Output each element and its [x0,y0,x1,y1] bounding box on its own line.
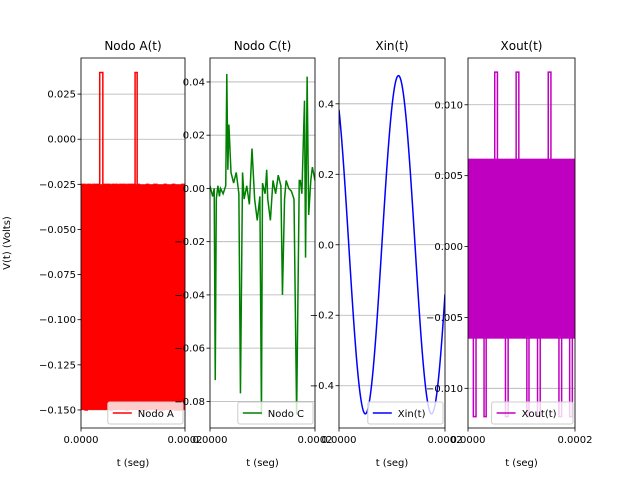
y-tick-label: −0.150 [39,405,76,416]
y-tick-label: −0.125 [39,360,76,371]
x-tick-label: 0.0000 [322,435,357,446]
y-tick-label: 0.04 [183,77,205,88]
series-band [81,184,185,410]
series-line [81,71,185,411]
y-tick-label: −0.06 [174,344,205,355]
y-tick-label: −0.010 [426,384,463,395]
y-tick-label: 0.010 [434,100,463,111]
x-tick-label: 0.0000 [64,435,99,446]
subplot-title: Xin(t) [375,39,408,53]
x-tick-label: 0.0002 [298,435,333,446]
series-line [210,73,315,415]
y-tick-label: −0.02 [174,237,205,248]
y-tick-label: −0.04 [174,290,205,301]
legend: Xout(t) [491,401,574,425]
y-tick-label: 0.000 [434,242,463,253]
x-tick-label: 0.0002 [558,435,593,446]
subplot-2: 0.04 0.02 0.00 −0.02 −0.04 −0.06 −0.08 0.0000 0.… [174,39,332,469]
legend-box [107,401,184,425]
x-axis-label: t (seg) [505,458,538,469]
y-tick-label: 0.02 [183,131,205,142]
axes-frame [80,57,186,429]
legend-box [367,401,444,425]
y-tick-label: 0.4 [318,99,334,110]
x-tick-label: 0.0000 [193,435,228,446]
legend-box [237,401,314,425]
x-axis-label: t (seg) [376,458,409,469]
subplot-1: 0.025 0.000 −0.025 −0.050 −0.075 −0.100 −0.125… [2,39,203,469]
x-tick-label: 0.0002 [168,435,203,446]
series-line [339,74,445,415]
y-tick-label: 0.0 [318,240,334,251]
y-tick-label: −0.4 [310,381,334,392]
x-tick-label: 0.0000 [451,435,486,446]
y-tick-label: −0.005 [426,313,463,324]
y-tick-label: 0.2 [318,170,334,181]
y-tick-label: −0.025 [39,180,76,191]
legend-box [491,401,574,425]
x-axis-label: t (seg) [246,458,279,469]
y-tick-label: 0.00 [183,184,205,195]
axes-frame [209,57,316,429]
subplot-title: Nodo A(t) [104,39,161,53]
y-tick-label: 0.000 [47,135,76,146]
subplot-title: Nodo C(t) [234,39,292,53]
y-tick-label: −0.050 [39,225,76,236]
x-tick-label: 0.0002 [428,435,463,446]
subplot-3: 0.4 0.2 0.0 −0.2 −0.4 0.0000 0.0002 Xin(t) t (se… [310,39,463,469]
y-tick-label: −0.08 [174,397,205,408]
legend-label: Xout(t) [522,409,557,420]
legend-label: Nodo C [268,409,304,420]
y-axis-label: V(t) (Volts) [2,216,13,270]
axes-frame [467,57,576,429]
y-tick-label: −0.075 [39,270,76,281]
y-tick-label: 0.005 [434,171,463,182]
legend-label: Xin(t) [398,409,426,420]
legend-label: Nodo A [138,409,174,420]
y-tick-label: −0.100 [39,315,76,326]
legend: Xin(t) [367,401,444,425]
legend: Nodo A [107,401,184,425]
y-tick-label: −0.2 [310,311,334,322]
subplot-title: Xout(t) [501,39,543,53]
legend: Nodo C [237,401,314,425]
y-tick-label: 0.025 [47,90,76,101]
axes-frame [338,57,446,429]
x-axis-label: t (seg) [117,458,150,469]
